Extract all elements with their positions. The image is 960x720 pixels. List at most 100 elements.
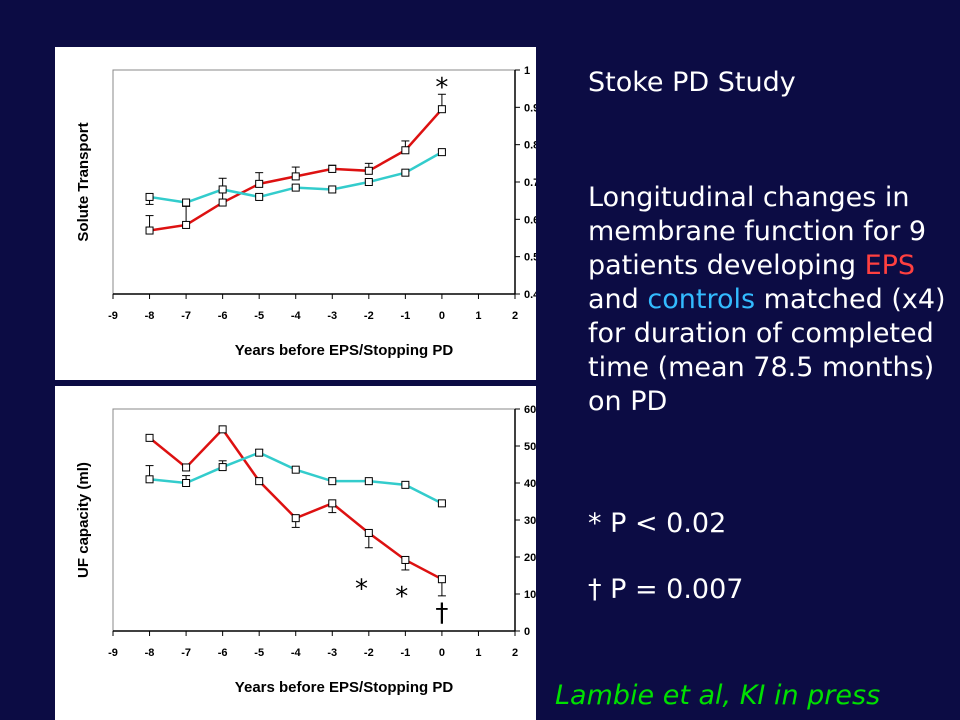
data-point [401, 168, 410, 177]
uf-capacity-chart-panel: -9-8-7-6-5-4-3-2-10120100200300400500600… [55, 386, 536, 720]
x-tick-label: 2 [512, 310, 518, 322]
data-point [291, 172, 300, 181]
y-axis-title: UF capacity (ml) [75, 462, 92, 578]
significance-annotation: * [435, 73, 448, 103]
x-axis-title: Years before EPS/Stopping PD [235, 342, 454, 359]
data-point [255, 179, 264, 188]
data-point [182, 479, 191, 487]
solute-transport-chart: -9 -8 -7 -6 -5 -4 -3 -2 -1 0 1 2 0.4 0.5 0.6 0.7 0.8 0.9 1… [75, 65, 536, 359]
x-tick-label: -5 [254, 310, 264, 322]
x-tick-label: -6 [218, 310, 228, 322]
significance-star-note: * P < 0.02 [588, 508, 727, 539]
data-point [255, 448, 264, 457]
x-tick-label: -3 [327, 647, 337, 659]
data-point [145, 226, 154, 235]
data-point [182, 463, 191, 472]
significance-annotation: * [355, 574, 368, 604]
description-part2: and [588, 284, 648, 315]
data-point [218, 463, 227, 472]
data-point [291, 465, 300, 474]
x-tick-label: -2 [364, 647, 374, 659]
series-0 [145, 93, 446, 235]
x-tick-label: -2 [364, 310, 374, 322]
data-point [255, 477, 264, 486]
series-1 [145, 148, 446, 207]
data-point [145, 433, 154, 442]
series-line [148, 427, 443, 581]
x-tick-label: 1 [475, 310, 481, 322]
x-tick-label: -6 [218, 647, 228, 659]
data-point [364, 178, 373, 186]
uf-capacity-chart: -9-8-7-6-5-4-3-2-10120100200300400500600… [75, 404, 536, 696]
x-tick-label: -8 [145, 310, 155, 322]
y-tick-label: 600 [524, 404, 536, 416]
x-tick-label: 0 [439, 647, 445, 659]
data-point [328, 477, 337, 486]
x-tick-label: 0 [439, 310, 445, 322]
data-point [255, 192, 264, 201]
x-tick-label: -1 [400, 310, 410, 322]
data-point [291, 514, 300, 523]
y-axis-title: Solute Transport [75, 122, 92, 241]
data-point [145, 192, 154, 201]
series-0 [145, 425, 446, 597]
y-tick-label: 1 [524, 65, 530, 77]
x-tick-label: -8 [145, 647, 155, 659]
y-tick-label: 0.6 [524, 214, 536, 226]
x-tick-label: -4 [291, 647, 302, 659]
y-tick-label: 0.8 [524, 140, 536, 152]
y-tick-label: 0 [524, 626, 530, 638]
significance-annotation: † [435, 599, 448, 629]
x-tick-label: -5 [254, 647, 264, 659]
description-part3: matched (x4) for duration of completed t… [588, 284, 946, 417]
data-point [291, 183, 300, 192]
y-tick-label: 500 [524, 441, 536, 453]
x-axis-title: Years before EPS/Stopping PD [235, 679, 454, 696]
y-tick-label: 0.5 [524, 252, 536, 264]
data-point [401, 480, 410, 489]
data-point [401, 146, 410, 155]
plot-area [112, 69, 516, 295]
y-tick-label: 0.7 [524, 177, 536, 189]
data-point [218, 198, 227, 207]
citation: Lambie et al, KI in press [555, 680, 881, 711]
y-tick-label: 0.9 [524, 102, 536, 114]
x-tick-label: 1 [475, 647, 481, 659]
data-point [218, 425, 227, 434]
data-point [145, 475, 154, 484]
x-tick-label: -3 [327, 310, 337, 322]
x-tick-label: -7 [181, 647, 191, 659]
significance-annotation: * [395, 582, 408, 612]
data-point [218, 185, 227, 194]
data-point [182, 198, 191, 207]
data-point [364, 477, 373, 486]
y-tick-label: 300 [524, 515, 536, 527]
y-tick-label: 400 [524, 478, 536, 490]
data-point [364, 166, 373, 175]
y-tick-label: 0.4 [524, 289, 536, 301]
study-description: Longitudinal changes in membrane functio… [588, 181, 948, 419]
data-point [182, 220, 191, 229]
significance-dagger-note: † P = 0.007 [588, 574, 744, 605]
plot-area [112, 408, 516, 632]
x-tick-label: -1 [400, 647, 410, 659]
x-tick-label: -9 [108, 310, 118, 322]
solute-transport-chart-panel: -9 -8 -7 -6 -5 -4 -3 -2 -1 0 1 2 0.4 0.5 0.6 0.7 0.8 0.9 1… [55, 47, 536, 380]
description-controls-highlight: controls [647, 284, 756, 315]
x-tick-label: -4 [291, 310, 302, 322]
description-eps-highlight: EPS [864, 250, 916, 281]
x-tick-label: 2 [512, 647, 518, 659]
y-tick-label: 100 [524, 589, 536, 601]
data-point [328, 499, 337, 508]
data-point [401, 555, 410, 564]
study-title: Stoke PD Study [588, 67, 796, 98]
y-tick-label: 200 [524, 552, 536, 564]
description-part1: Longitudinal changes in membrane functio… [588, 182, 927, 281]
data-point [328, 164, 337, 173]
data-point [437, 499, 446, 508]
data-point [437, 575, 446, 584]
data-point [328, 185, 337, 194]
data-point [437, 148, 446, 157]
x-tick-label: -9 [108, 647, 118, 659]
x-tick-label: -7 [181, 310, 191, 322]
